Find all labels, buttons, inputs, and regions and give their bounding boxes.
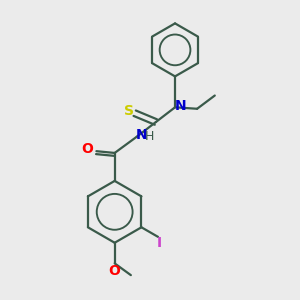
Text: O: O [109,264,121,278]
Text: N: N [135,128,147,142]
Text: S: S [124,104,134,118]
Text: N: N [175,99,186,113]
Text: O: O [81,142,93,155]
Text: I: I [157,236,162,250]
Text: H: H [144,130,154,143]
